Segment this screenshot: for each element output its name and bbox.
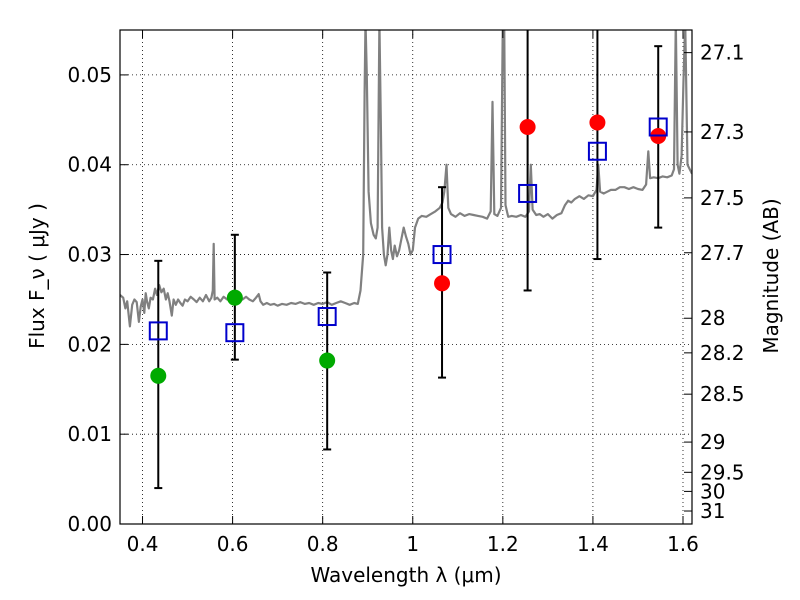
y2-tick-label: 27.3 bbox=[700, 120, 745, 144]
y2-tick-label: 28.5 bbox=[700, 382, 745, 406]
y2-tick-label: 29.5 bbox=[700, 460, 745, 484]
x-tick-label: 1.4 bbox=[577, 532, 609, 556]
y2-axis-label: Magnitude (AB) bbox=[759, 198, 783, 353]
data-point-circle bbox=[589, 114, 606, 131]
y-tick-label: 0.03 bbox=[67, 243, 112, 267]
y-tick-label: 0.00 bbox=[67, 512, 112, 536]
plot-area bbox=[120, 30, 692, 490]
x-tick-label: 1 bbox=[406, 532, 419, 556]
model-point-square bbox=[518, 183, 538, 203]
y2-tick-label: 29 bbox=[700, 430, 725, 454]
spectrum-line bbox=[120, 30, 692, 328]
x-tick-label: 1.6 bbox=[667, 532, 699, 556]
data-point-circle bbox=[434, 275, 451, 292]
model-point-square bbox=[587, 141, 607, 161]
data-point-circle bbox=[319, 352, 336, 369]
model-point-square bbox=[317, 307, 337, 327]
y-tick-label: 0.01 bbox=[67, 422, 112, 446]
model-point-square bbox=[225, 323, 245, 343]
x-tick-label: 0.8 bbox=[307, 532, 339, 556]
model-point-square bbox=[648, 117, 668, 137]
plot-frame bbox=[119, 29, 693, 525]
y2-tick-label: 27.1 bbox=[700, 41, 745, 65]
y2-tick-label: 27.5 bbox=[700, 186, 745, 210]
y-tick-label: 0.02 bbox=[67, 332, 112, 356]
data-point-circle bbox=[226, 289, 243, 306]
x-tick-label: 1.2 bbox=[487, 532, 519, 556]
model-point-square bbox=[432, 245, 452, 265]
y-tick-label: 0.04 bbox=[67, 153, 112, 177]
y2-tick-label: 31 bbox=[700, 499, 725, 523]
y2-tick-label: 27.7 bbox=[700, 241, 745, 265]
axes: 0.4 0.6 0.8 1 1.2 1.4 1.6 0.00 0.01 0.02 0.03 0.04 0… bbox=[67, 29, 745, 556]
x-tick-label: 0.4 bbox=[127, 532, 159, 556]
data-point-circle bbox=[519, 119, 536, 136]
model-point-square bbox=[148, 321, 168, 341]
y-tick-label: 0.05 bbox=[67, 63, 112, 87]
y2-tick-label: 28.2 bbox=[700, 341, 745, 365]
x-axis-label: Wavelength λ (μm) bbox=[310, 563, 501, 587]
y2-tick-label: 28 bbox=[700, 306, 725, 330]
y-axis-label: Flux F_ν ( μJy ) bbox=[25, 203, 49, 349]
data-point-circle bbox=[150, 367, 167, 384]
x-tick-label: 0.6 bbox=[217, 532, 249, 556]
y2-tick-label: 30 bbox=[700, 479, 725, 503]
